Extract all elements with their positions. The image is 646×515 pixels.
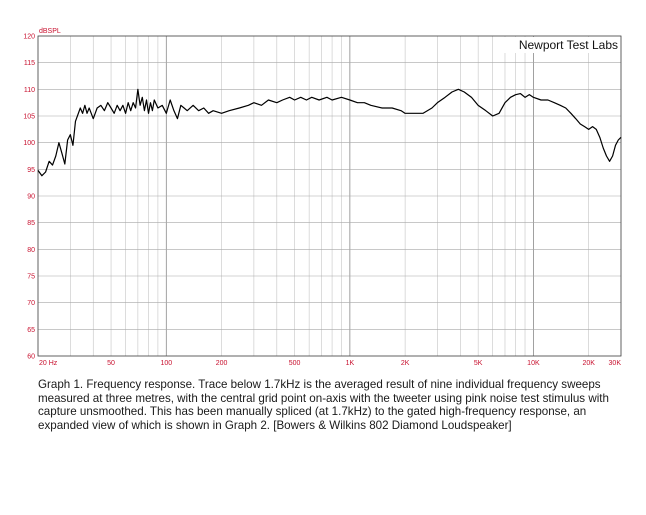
x-tick-label: 10K xyxy=(527,360,540,367)
x-tick-label: 100 xyxy=(160,360,172,367)
y-tick-label: 105 xyxy=(23,114,35,121)
frequency-response-trace xyxy=(37,88,622,177)
x-tick-label: 30K xyxy=(609,360,622,367)
x-tick-label: 20 Hz xyxy=(39,360,58,367)
y-tick-label: 115 xyxy=(24,60,35,67)
y-tick-label: 60 xyxy=(27,354,35,361)
y-tick-label: 85 xyxy=(27,220,35,227)
watermark-background xyxy=(499,37,620,53)
plot-frame xyxy=(37,35,622,357)
y-tick-label: 120 xyxy=(23,34,35,41)
x-tick-label: 1K xyxy=(346,360,355,367)
frequency-response-chart: 60 65 70 75 80 85 90 95 100 105 110 115 120 20 Hz 50 1… xyxy=(23,28,622,367)
y-tick-labels: 60 65 70 75 80 85 90 95 100 105 110 115 120 xyxy=(23,34,35,361)
watermark-label: Newport Test Labs xyxy=(519,38,618,52)
y-tick-label: 95 xyxy=(27,167,35,174)
y-axis-unit-label: dBSPL xyxy=(39,28,61,35)
x-tick-label: 500 xyxy=(289,360,301,367)
x-tick-label: 2K xyxy=(401,360,410,367)
x-tick-label: 20K xyxy=(582,360,595,367)
y-tick-label: 70 xyxy=(27,300,35,307)
y-tick-label: 75 xyxy=(27,274,35,281)
y-tick-label: 90 xyxy=(27,194,35,201)
y-tick-label: 80 xyxy=(27,247,35,254)
x-tick-label: 50 xyxy=(107,360,115,367)
x-tick-label: 5K xyxy=(474,360,483,367)
x-tick-label: 200 xyxy=(216,360,228,367)
y-tick-label: 100 xyxy=(23,140,35,147)
figure-caption: Graph 1. Frequency response. Trace below… xyxy=(38,378,609,432)
y-tick-label: 110 xyxy=(24,87,35,94)
y-tick-label: 65 xyxy=(27,327,35,334)
x-tick-labels: 20 Hz 50 100 200 500 1K 2K 5K 10K 20K 30K xyxy=(39,360,621,367)
